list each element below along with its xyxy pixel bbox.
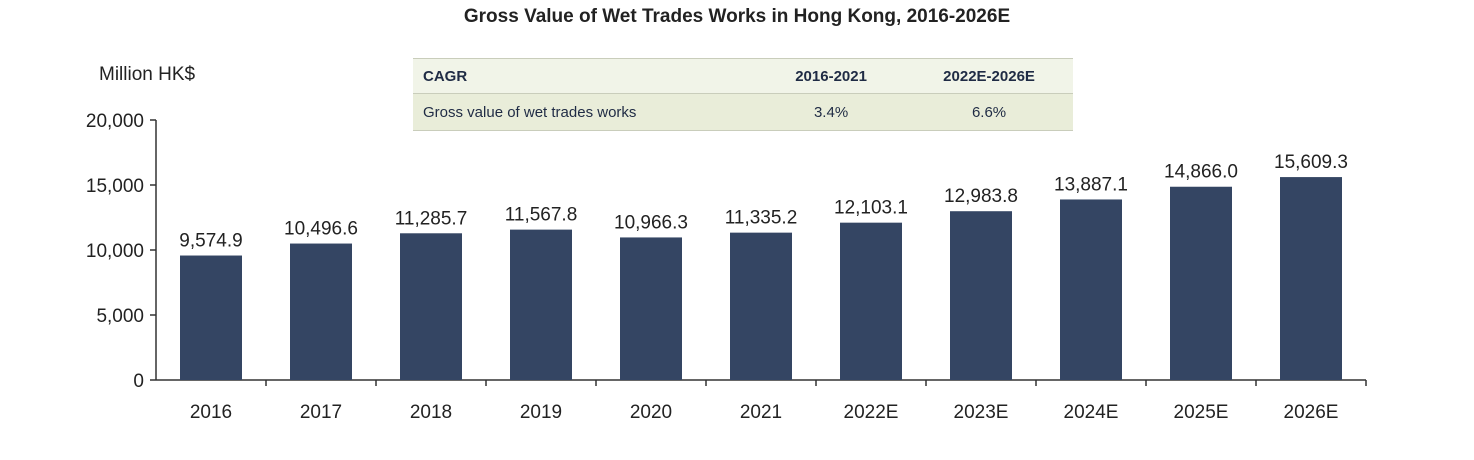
cagr-value-period-1: 3.4% [757,93,906,131]
x-tick-label: 2021 [740,402,782,423]
bar-value-label: 11,335.2 [725,208,798,229]
cagr-value-period-2: 6.6% [905,93,1073,131]
bar-value-label: 10,496.6 [284,219,358,240]
cagr-table: CAGR 2016-2021 2022E-2026E Gross value o… [413,58,1073,131]
x-tick-label: 2023E [954,402,1009,423]
cagr-period-2-header: 2022E-2026E [905,58,1073,94]
bar [1060,199,1122,380]
bar [950,211,1012,380]
y-axis-unit-label: Million HK$ [99,64,196,85]
y-tick-label: 20,000 [86,111,144,132]
bar-value-label: 13,887.1 [1054,174,1128,195]
x-tick-label: 2020 [630,402,672,423]
bar [730,232,792,380]
x-tick-label: 2017 [300,402,342,423]
y-tick-label: 0 [133,371,144,392]
bar [290,243,352,380]
bar-value-label: 11,567.8 [505,205,578,226]
bar [180,255,242,380]
bar-value-label: 12,983.8 [944,186,1018,207]
cagr-table-header-row: CAGR 2016-2021 2022E-2026E [413,58,1073,94]
bar [620,237,682,380]
bar-value-label: 10,966.3 [614,212,688,233]
y-tick-label: 10,000 [86,241,144,262]
bar-value-label: 9,574.9 [179,231,242,252]
x-tick-label: 2019 [520,402,562,423]
bar [840,222,902,380]
x-tick-label: 2016 [190,402,232,423]
bar [1280,177,1342,380]
x-tick-label: 2025E [1174,402,1229,423]
x-tick-label: 2018 [410,402,452,423]
x-tick-label: 2024E [1064,402,1119,423]
cagr-row-label: Gross value of wet trades works [413,93,758,131]
x-tick-label: 2022E [844,402,899,423]
x-tick-label: 2026E [1284,402,1339,423]
y-tick-label: 5,000 [96,306,144,327]
cagr-header: CAGR [413,58,758,94]
bar [400,233,462,380]
y-tick-label: 15,000 [86,176,144,197]
bar-value-label: 11,285.7 [395,208,468,229]
bar-value-label: 15,609.3 [1274,152,1348,173]
bar-value-label: 14,866.0 [1164,162,1238,183]
cagr-table-row: Gross value of wet trades works 3.4% 6.6… [413,93,1073,131]
cagr-period-1-header: 2016-2021 [757,58,906,94]
chart-title: Gross Value of Wet Trades Works in Hong … [463,6,1011,27]
bar [1170,186,1232,380]
bar [510,229,572,380]
bar-value-label: 12,103.1 [834,198,908,219]
